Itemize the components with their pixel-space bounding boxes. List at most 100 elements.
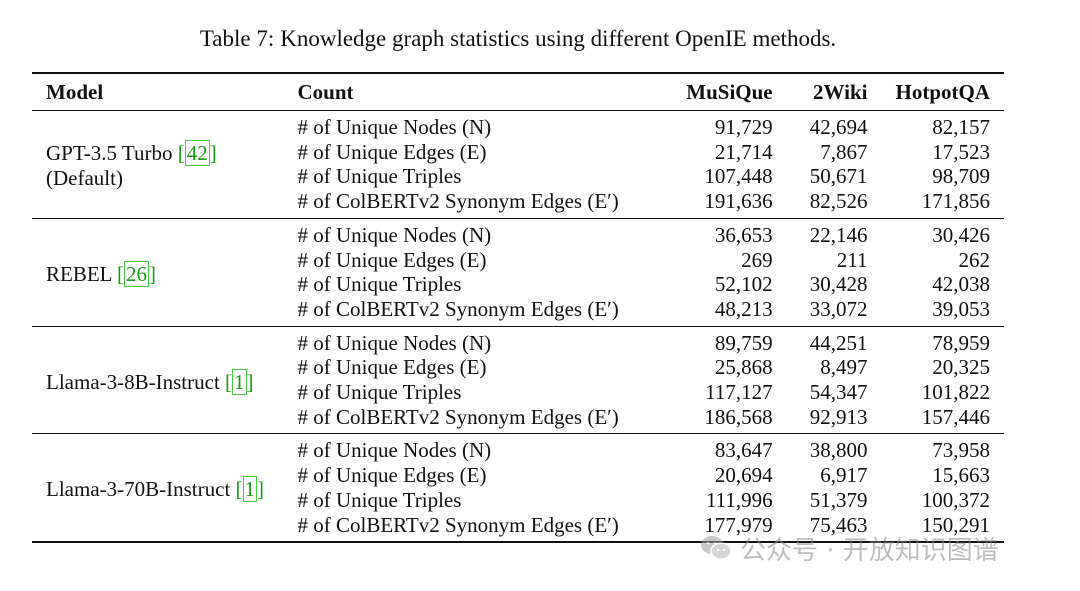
2wiki-value: 7,867 xyxy=(820,139,868,164)
hotpotqa-value: 82,157 xyxy=(932,115,990,139)
table-row: # of Unique Triples 117,127 54,347 101,8… xyxy=(32,380,1004,405)
model-cell: Llama-3-8B-Instruct [1] xyxy=(32,325,284,434)
musique-value: 52,102 xyxy=(714,272,773,297)
musique-value: 48,213 xyxy=(714,296,773,321)
model-name: REBEL xyxy=(46,261,112,286)
hotpotqa-value: 15,663 xyxy=(932,463,990,488)
hotpotqa-value: 150,291 xyxy=(921,512,990,537)
musique-value: 117,127 xyxy=(705,380,773,405)
2wiki-value: 75,463 xyxy=(809,512,868,537)
hotpotqa-value: 171,856 xyxy=(921,189,990,214)
musique-value: 177,979 xyxy=(704,512,773,537)
model-cell: GPT-3.5 Turbo [42] (Default) xyxy=(32,111,284,219)
header-2wiki: 2Wiki xyxy=(786,73,882,111)
count-label: # of Unique Edges (E) xyxy=(297,463,487,488)
hotpotqa-value: 78,959 xyxy=(881,325,1004,356)
musique-value: 91,729 xyxy=(714,115,773,139)
model-group-rebel: REBEL [26] # of Unique Nodes (N) 36,653 … xyxy=(32,217,1004,327)
musique-value: 25,868 xyxy=(714,355,773,380)
2wiki-value: 92,913 xyxy=(809,404,868,429)
table-caption-text: Knowledge graph statistics using differe… xyxy=(280,26,837,51)
musique-value: 111,996 xyxy=(705,487,773,512)
2wiki-value: 211 xyxy=(836,247,868,272)
table-row: # of ColBERTv2 Synonym Edges (E′) 177,97… xyxy=(32,513,1004,543)
header-musique: MuSiQue xyxy=(651,73,787,111)
2wiki-value: 50,671 xyxy=(809,164,868,189)
count-label: # of ColBERTv2 Synonym Edges (E′) xyxy=(297,296,619,321)
count-label: # of ColBERTv2 Synonym Edges (E′) xyxy=(297,189,619,214)
2wiki-value: 44,251 xyxy=(786,325,882,356)
count-label: # of Unique Triples xyxy=(297,380,462,405)
citation-link[interactable]: [26] xyxy=(116,260,156,287)
hotpotqa-value: 101,822 xyxy=(921,380,990,405)
2wiki-value: 33,072 xyxy=(809,296,868,321)
model-group-gpt35: GPT-3.5 Turbo [42] (Default) # of Unique… xyxy=(32,111,1004,219)
hotpotqa-value: 100,372 xyxy=(921,487,990,512)
header-count: Count xyxy=(283,73,652,111)
musique-value: 269 xyxy=(741,247,773,272)
table-row: # of Unique Triples 107,448 50,671 98,70… xyxy=(32,164,1004,189)
hotpotqa-value: 39,053 xyxy=(932,296,990,321)
count-label: # of Unique Edges (E) xyxy=(297,139,487,164)
table-row: GPT-3.5 Turbo [42] (Default) # of Unique… xyxy=(32,111,1004,190)
2wiki-value: 8,497 xyxy=(820,355,868,380)
table-row: # of Unique Triples 111,996 51,379 100,3… xyxy=(32,488,1004,513)
count-label: # of Unique Nodes (N) xyxy=(297,115,492,139)
table-row: REBEL [26] # of Unique Nodes (N) 36,653 … xyxy=(32,217,1004,327)
musique-value: 20,694 xyxy=(714,463,773,488)
count-label: # of ColBERTv2 Synonym Edges (E′) xyxy=(297,512,619,537)
2wiki-value: 6,917 xyxy=(820,463,868,488)
table-row: # of ColBERTv2 Synonym Edges (E′) 48,213… xyxy=(32,297,1004,326)
musique-value: 89,759 xyxy=(651,325,787,356)
header-hotpotqa: HotpotQA xyxy=(881,73,1004,111)
model-cell: Llama-3-70B-Instruct [1] xyxy=(32,433,284,543)
table-caption-label: Table 7: xyxy=(199,26,275,51)
2wiki-value: 54,347 xyxy=(809,380,868,405)
hotpotqa-value: 42,038 xyxy=(932,272,990,297)
table-row: # of Unique Edges (E) 25,868 8,497 20,32… xyxy=(32,355,1004,380)
count-label: # of Unique Triples xyxy=(297,487,462,512)
table-row: # of Unique Edges (E) 21,714 7,867 17,52… xyxy=(32,140,1004,165)
musique-value: 186,568 xyxy=(704,404,773,429)
table-header-row: Model Count MuSiQue 2Wiki HotpotQA xyxy=(32,73,1004,111)
musique-value: 191,636 xyxy=(704,189,773,214)
kg-statistics-table: Model Count MuSiQue 2Wiki HotpotQA GPT-3… xyxy=(32,72,1004,544)
citation-link[interactable]: [1] xyxy=(235,476,265,503)
table-row: # of Unique Triples 52,102 30,428 42,038 xyxy=(32,272,1004,297)
count-label: # of Unique Edges (E) xyxy=(297,247,487,272)
musique-value: 21,714 xyxy=(714,139,773,164)
musique-value: 83,647 xyxy=(651,433,787,464)
count-label: # of Unique Nodes (N) xyxy=(283,325,652,356)
hotpotqa-value: 20,325 xyxy=(932,355,990,380)
table-caption: Table 7: Knowledge graph statistics using… xyxy=(0,26,1036,52)
table-row: # of ColBERTv2 Synonym Edges (E′) 191,63… xyxy=(32,189,1004,218)
count-label: # of Unique Triples xyxy=(297,272,462,297)
citation-number[interactable]: 1 xyxy=(242,476,258,503)
count-label: # of Unique Triples xyxy=(297,164,462,189)
citation-number[interactable]: 26 xyxy=(123,260,149,287)
model-group-llama3-8b: Llama-3-8B-Instruct [1] # of Unique Node… xyxy=(32,325,1004,434)
table-row: # of Unique Edges (E) 269 211 262 xyxy=(32,248,1004,273)
count-label: # of Unique Nodes (N) xyxy=(283,433,652,464)
model-group-llama3-70b: Llama-3-70B-Instruct [1] # of Unique Nod… xyxy=(32,433,1004,543)
header-model: Model xyxy=(32,73,284,111)
hotpotqa-value: 157,446 xyxy=(921,404,990,429)
model-name: Llama-3-8B-Instruct xyxy=(46,369,220,394)
citation-link[interactable]: [1] xyxy=(225,368,254,395)
model-subtitle: (Default) xyxy=(46,166,123,191)
table-row: # of ColBERTv2 Synonym Edges (E′) 186,56… xyxy=(32,405,1004,434)
2wiki-value: 30,428 xyxy=(809,272,868,297)
citation-number[interactable]: 42 xyxy=(184,140,210,167)
count-label: # of Unique Edges (E) xyxy=(297,355,487,380)
hotpotqa-value: 98,709 xyxy=(932,164,990,189)
hotpotqa-value: 262 xyxy=(958,247,991,272)
table-row: # of Unique Edges (E) 20,694 6,917 15,66… xyxy=(32,463,1004,488)
citation-link[interactable]: [42] xyxy=(177,140,217,167)
2wiki-value: 42,694 xyxy=(809,115,868,139)
model-cell: REBEL [26] xyxy=(32,217,284,327)
count-label: # of Unique Nodes (N) xyxy=(283,217,652,248)
hotpotqa-value: 30,426 xyxy=(881,217,1004,248)
2wiki-value: 51,379 xyxy=(809,487,868,512)
musique-value: 107,448 xyxy=(704,164,773,189)
citation-number[interactable]: 1 xyxy=(232,368,247,395)
